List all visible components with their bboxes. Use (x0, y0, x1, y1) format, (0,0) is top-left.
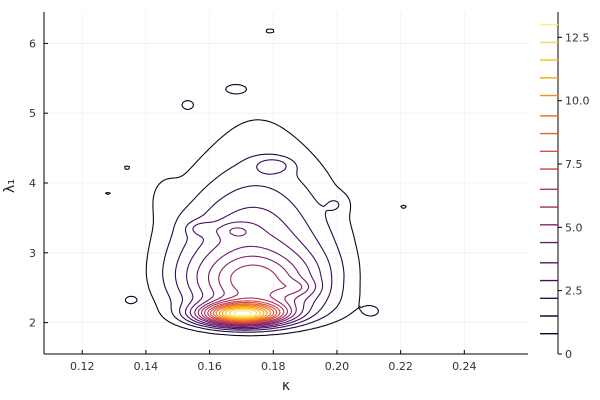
contour-line (197, 255, 303, 326)
colorbar-tick-label: 7.5 (565, 158, 583, 171)
colorbar-tick-label: 12.5 (565, 31, 590, 44)
contour-line (207, 300, 281, 324)
contour-line (218, 305, 268, 321)
colorbar-tick-label: 0 (565, 348, 572, 361)
contour-line (212, 303, 275, 322)
colorbar-tick-label: 5.0 (565, 221, 583, 234)
x-tick-label: 0.16 (197, 360, 222, 373)
contour-line (194, 227, 310, 327)
contour-line (215, 304, 272, 322)
contour-line (189, 221, 317, 329)
x-tick-label: 0.20 (325, 360, 350, 373)
contour-line (221, 306, 265, 320)
contour-line (184, 206, 324, 330)
x-tick-label: 0.12 (70, 360, 95, 373)
y-tick-label: 6 (29, 37, 36, 50)
contour-line (225, 307, 262, 319)
colorbar-tick-label: 2.5 (565, 285, 583, 298)
contour-line (200, 264, 288, 326)
colorbar: 0 2.5 5.0 7.5 10.0 12.5 (540, 12, 590, 361)
contour-line (174, 159, 333, 331)
x-axis-ticks: 0.12 0.14 0.16 0.18 0.20 0.22 0.24 (70, 350, 477, 373)
y-axis-label: λ₁ (2, 179, 18, 193)
contour-line (233, 310, 253, 317)
contour-line (203, 297, 285, 325)
contour-line (228, 308, 258, 318)
x-axis-label: κ (282, 378, 290, 394)
x-tick-label: 0.22 (388, 360, 413, 373)
x-tick-label: 0.24 (452, 360, 477, 373)
y-axis-ticks: 2 3 4 5 6 (29, 37, 48, 330)
y-tick-label: 4 (29, 177, 36, 190)
x-tick-label: 0.18 (261, 360, 286, 373)
contour-line (209, 301, 278, 323)
colorbar-tick-label: 10.0 (565, 95, 590, 108)
contour-line (104, 28, 407, 337)
contour-line (162, 153, 345, 333)
y-tick-label: 2 (29, 317, 36, 330)
grid-lines (44, 12, 528, 354)
y-tick-label: 3 (29, 247, 36, 260)
y-tick-label: 5 (29, 107, 36, 120)
contour-lines (104, 28, 407, 337)
x-tick-label: 0.14 (134, 360, 159, 373)
